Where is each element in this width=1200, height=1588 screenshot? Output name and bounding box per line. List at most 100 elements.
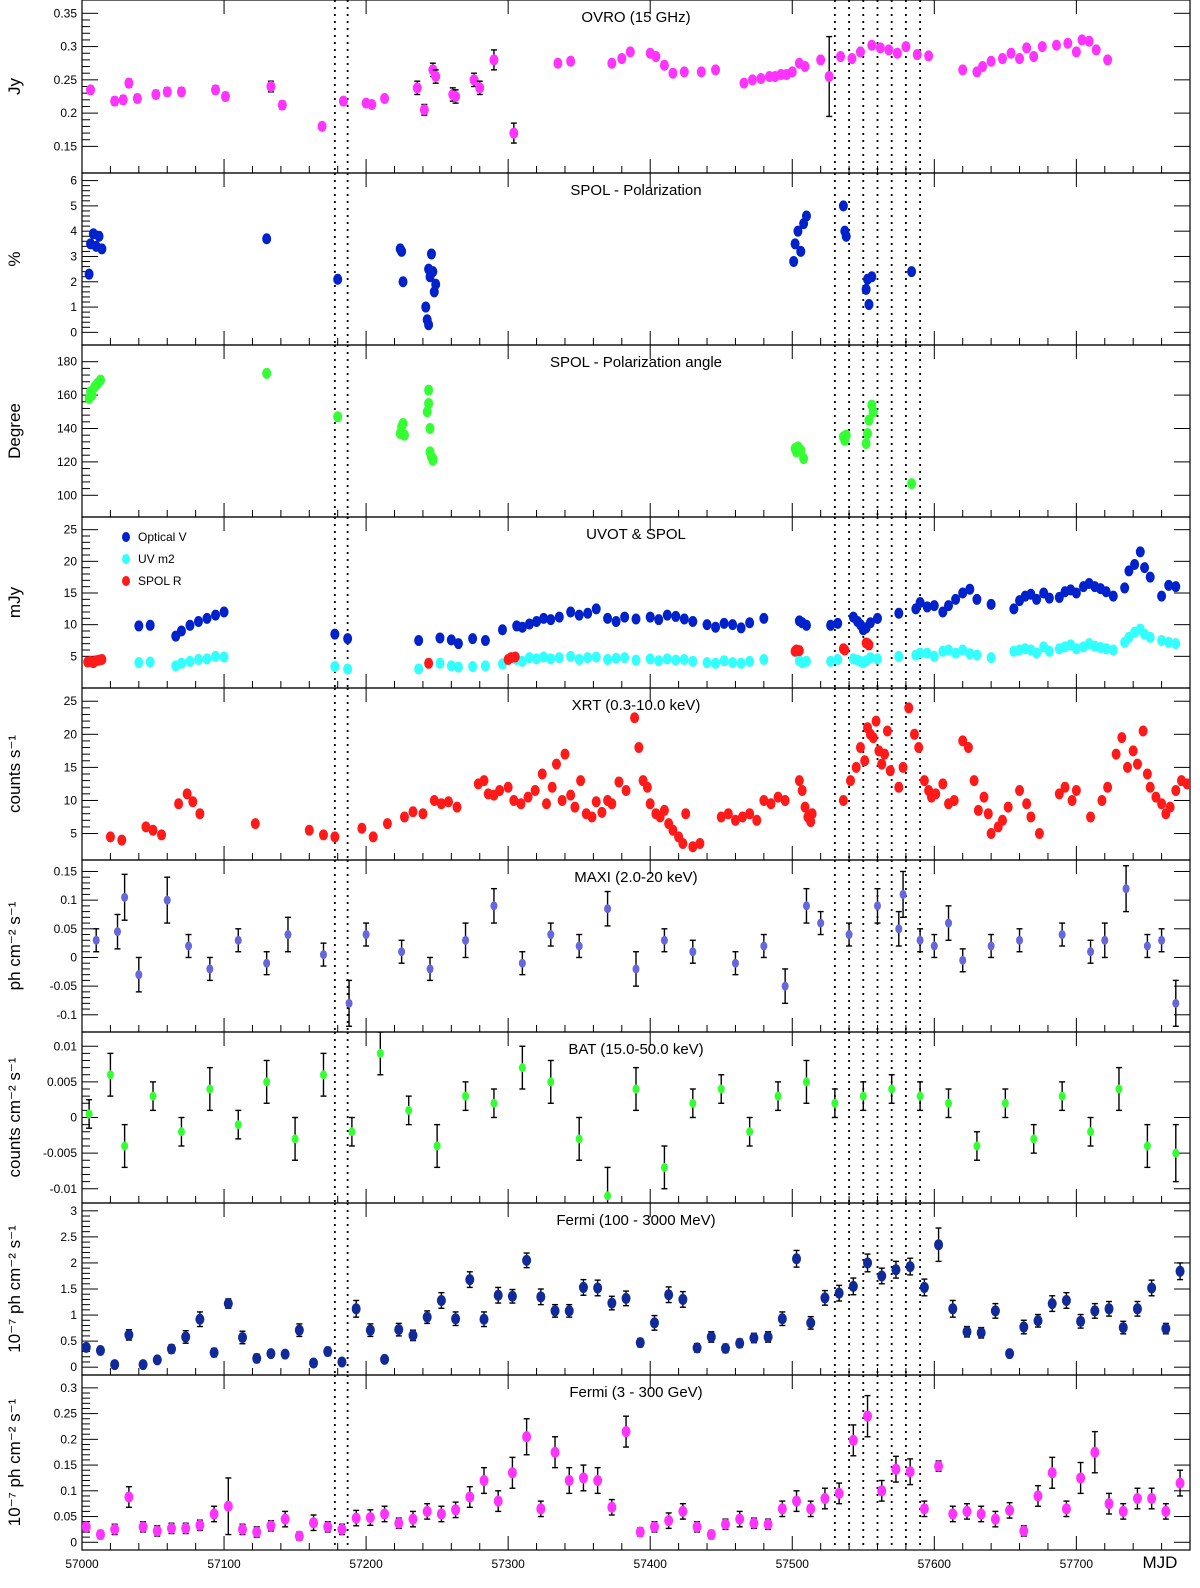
data-point xyxy=(422,1311,432,1323)
panel-8: 0 0.5 1 1.5 2 2.5 3 Fermi (100 - 3000 MeV) 10⁻⁷ … xyxy=(5,1202,1191,1376)
data-point xyxy=(1090,1305,1100,1317)
data-point xyxy=(480,635,490,646)
data-point xyxy=(578,1472,588,1484)
data-point xyxy=(781,981,789,991)
data-point xyxy=(337,1523,347,1535)
data-point xyxy=(92,935,100,945)
data-point xyxy=(1142,768,1152,780)
data-point xyxy=(651,51,661,63)
data-point xyxy=(95,1529,105,1541)
data-point xyxy=(728,619,738,631)
y-tick-label: -0.1 xyxy=(56,1008,77,1022)
data-point xyxy=(841,230,851,242)
y-tick-label: 0.1 xyxy=(60,893,77,907)
data-point xyxy=(524,618,534,630)
data-point xyxy=(1058,930,1066,940)
panel-title: XRT (0.3-10.0 keV) xyxy=(572,697,701,714)
data-point xyxy=(428,266,438,278)
y-axis-label: ph cm⁻² s⁻¹ xyxy=(5,901,24,990)
data-point xyxy=(660,1162,668,1172)
data-point xyxy=(398,276,408,288)
data-point xyxy=(575,1134,583,1144)
data-point xyxy=(965,583,975,595)
data-point xyxy=(1124,565,1134,577)
data-point xyxy=(1005,1504,1015,1516)
data-point xyxy=(195,1519,205,1531)
data-point xyxy=(398,947,406,957)
data-point xyxy=(1157,590,1167,602)
data-point xyxy=(922,647,932,659)
data-point xyxy=(845,930,853,940)
data-point xyxy=(635,1337,645,1349)
data-point xyxy=(148,824,158,836)
data-point xyxy=(692,1521,702,1533)
data-point xyxy=(888,1084,896,1094)
y-tick-label: 15 xyxy=(64,760,78,774)
data-point xyxy=(1015,53,1025,65)
data-point xyxy=(557,794,567,806)
data-point xyxy=(468,660,478,672)
data-point xyxy=(118,94,128,106)
data-point xyxy=(800,61,810,73)
data-point xyxy=(877,1485,887,1497)
data-point xyxy=(262,367,272,379)
data-series-group xyxy=(105,702,1190,853)
data-point xyxy=(801,655,811,667)
data-point xyxy=(668,67,678,79)
data-point xyxy=(408,806,418,818)
data-point xyxy=(436,1508,446,1520)
data-point xyxy=(182,788,192,800)
data-point xyxy=(797,785,807,797)
data-point xyxy=(1091,44,1101,56)
data-point xyxy=(1022,798,1032,810)
data-point xyxy=(719,655,729,667)
data-point xyxy=(642,781,652,793)
data-point xyxy=(408,1513,418,1525)
data-point xyxy=(1101,935,1109,945)
data-point xyxy=(1071,46,1081,58)
data-point xyxy=(517,621,527,633)
data-point xyxy=(787,66,797,78)
data-point xyxy=(309,1357,319,1369)
data-point xyxy=(1037,41,1047,53)
data-point xyxy=(1071,587,1081,599)
y-tick-label: 25 xyxy=(64,523,78,537)
y-tick-label: 15 xyxy=(64,586,78,600)
data-point xyxy=(929,650,939,662)
data-point xyxy=(689,1098,697,1108)
data-point xyxy=(924,50,934,62)
panel-title: OVRO (15 GHz) xyxy=(581,9,690,26)
data-point xyxy=(702,619,712,631)
data-point xyxy=(891,1264,901,1276)
data-point xyxy=(1006,47,1016,59)
data-point xyxy=(659,59,669,71)
data-point xyxy=(1122,761,1132,773)
data-point xyxy=(176,625,186,637)
data-point xyxy=(497,624,507,636)
data-point xyxy=(1122,884,1130,894)
panel-6: -0.1 -0.05 0 0.05 0.1 0.15 MAXI (2.0-20 keV) ph… xyxy=(5,859,1191,1033)
data-point xyxy=(422,406,432,418)
data-point xyxy=(934,1239,944,1251)
data-point xyxy=(157,829,167,841)
data-point xyxy=(462,935,470,945)
data-point xyxy=(425,422,435,434)
data-point xyxy=(280,1348,290,1360)
data-point xyxy=(530,785,540,797)
data-point xyxy=(914,742,924,754)
data-point xyxy=(121,892,129,902)
data-point xyxy=(166,1343,176,1355)
data-point xyxy=(330,628,340,640)
data-point xyxy=(1118,1322,1128,1334)
data-point xyxy=(817,918,825,928)
data-point xyxy=(851,761,861,773)
data-point xyxy=(868,732,878,744)
data-point xyxy=(97,243,107,255)
data-point xyxy=(951,647,961,659)
data-point xyxy=(202,612,212,624)
data-point xyxy=(706,1529,716,1541)
data-point xyxy=(611,652,621,664)
data-point xyxy=(318,829,328,841)
data-point xyxy=(736,657,746,669)
x-tick-label: 57000 xyxy=(65,1557,99,1571)
